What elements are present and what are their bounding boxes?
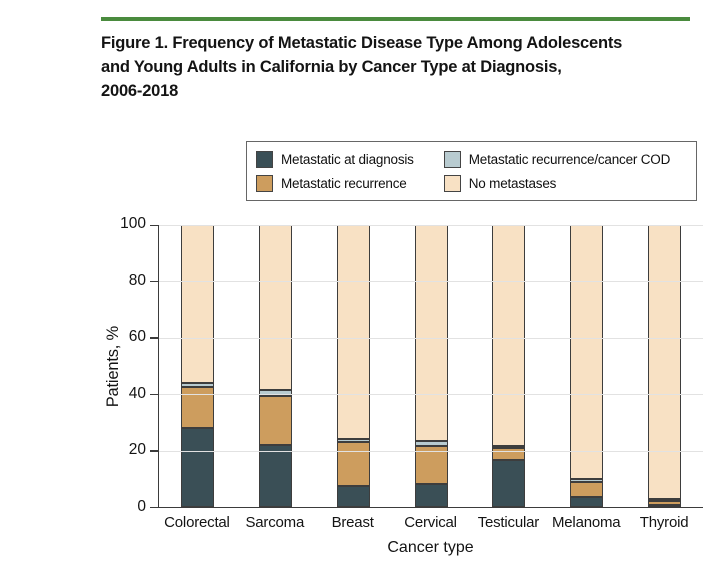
legend-label: Metastatic at diagnosis (281, 151, 414, 167)
bar-slot (470, 225, 548, 507)
y-axis-tick-label: 0 (137, 498, 146, 515)
y-axis-tick (150, 224, 158, 226)
y-axis-tick-label: 40 (128, 384, 146, 402)
bar-thyroid (647, 225, 681, 507)
bar-segment (647, 498, 681, 501)
y-axis-tick-label: 60 (128, 328, 146, 346)
bar-segment (569, 225, 603, 479)
figure-title-line: 2006-2018 (101, 82, 179, 100)
x-axis-label: Breast (331, 514, 374, 531)
bar-segment (492, 445, 526, 448)
bar-segment (492, 460, 526, 507)
bar-segment (336, 485, 370, 507)
bar-segment (336, 439, 370, 443)
x-axis-label: Thyroid (639, 514, 689, 531)
bar-slot (548, 225, 626, 507)
legend-item: Metastatic recurrence/cancer COD (443, 150, 671, 168)
bar-segment (647, 505, 681, 507)
y-axis-title: Patients, % (102, 225, 124, 508)
gridline (159, 281, 703, 283)
x-axis-label: Colorectal (164, 514, 230, 531)
bar-sarcoma (259, 225, 293, 507)
bar-slot (392, 225, 470, 507)
bar-segment (181, 387, 215, 429)
figure-title: Figure 1. Frequency of Metastatic Diseas… (101, 31, 711, 103)
x-axis-title: Cancer type (387, 539, 474, 556)
y-axis-tick (150, 393, 158, 396)
bar-segment (569, 497, 603, 507)
y-axis-tick (150, 506, 158, 508)
y-axis-tick (150, 450, 158, 452)
y-axis-tick-label: 20 (128, 441, 146, 459)
bar-segment (259, 395, 293, 445)
bar-cervical (414, 225, 448, 507)
bar-segment (259, 225, 293, 390)
y-axis-tick (150, 280, 158, 283)
bar-segment (181, 428, 215, 507)
y-axis-tick (150, 337, 158, 339)
bar-segment (414, 440, 448, 447)
bar-segment (181, 382, 215, 388)
legend: Metastatic at diagnosis Metastatic recurr… (246, 141, 697, 201)
legend-item: Metastatic at diagnosis (256, 150, 414, 168)
bar-segment (259, 444, 293, 507)
bar-segment (336, 225, 370, 440)
figure-title-line: and Young Adults in California by Cancer… (101, 58, 562, 76)
bar-segment (569, 478, 603, 482)
bar-segment (569, 481, 603, 498)
bar-segment (414, 484, 448, 507)
bar-slot (625, 225, 703, 507)
bar-slot (314, 225, 392, 507)
figure-rule (101, 17, 690, 21)
bar-breast (336, 225, 370, 507)
plot-area (150, 224, 703, 508)
bar-slot (159, 225, 237, 507)
bar-testicular (492, 225, 526, 507)
x-axis-labels: Colorectal Sarcoma Breast Cervical Testicula… (158, 514, 703, 531)
bar-segment (336, 442, 370, 486)
legend-swatch (256, 174, 273, 192)
bar-segment (414, 225, 448, 441)
y-axis-tick-label: 100 (120, 215, 146, 232)
x-axis-label: Cervical (404, 514, 457, 531)
y-axis-tick-label: 80 (128, 271, 146, 289)
legend-label: No metastases (468, 175, 557, 191)
bar-segment (181, 225, 215, 383)
bar-colorectal (181, 225, 215, 507)
x-axis-label: Testicular (477, 514, 540, 531)
bar-segment (492, 225, 526, 446)
bar-segment (647, 225, 681, 499)
legend-swatch (443, 174, 461, 192)
y-axis-tick-labels: 0 20 40 60 80 100 (94, 215, 146, 515)
gridline (159, 394, 703, 396)
gridline (159, 225, 703, 226)
x-axis-label: Melanoma (552, 514, 621, 531)
bar-melanoma (569, 225, 603, 507)
bar-slot (237, 225, 315, 507)
y-axis-title-text: Patients, % (103, 325, 122, 408)
legend-swatch (256, 150, 273, 168)
bars (159, 225, 703, 507)
bar-segment (647, 500, 681, 505)
gridline (159, 337, 703, 339)
gridline (159, 450, 703, 452)
legend-label: Metastatic recurrence (281, 175, 407, 191)
legend-swatch (443, 150, 461, 168)
legend-item: No metastases (443, 174, 670, 192)
x-axis-label: Sarcoma (245, 514, 305, 531)
figure-title-line: Figure 1. Frequency of Metastatic Diseas… (101, 34, 623, 52)
legend-label: Metastatic recurrence/cancer COD (468, 151, 671, 167)
legend-item: Metastatic recurrence (256, 174, 414, 192)
bar-segment (414, 446, 448, 485)
